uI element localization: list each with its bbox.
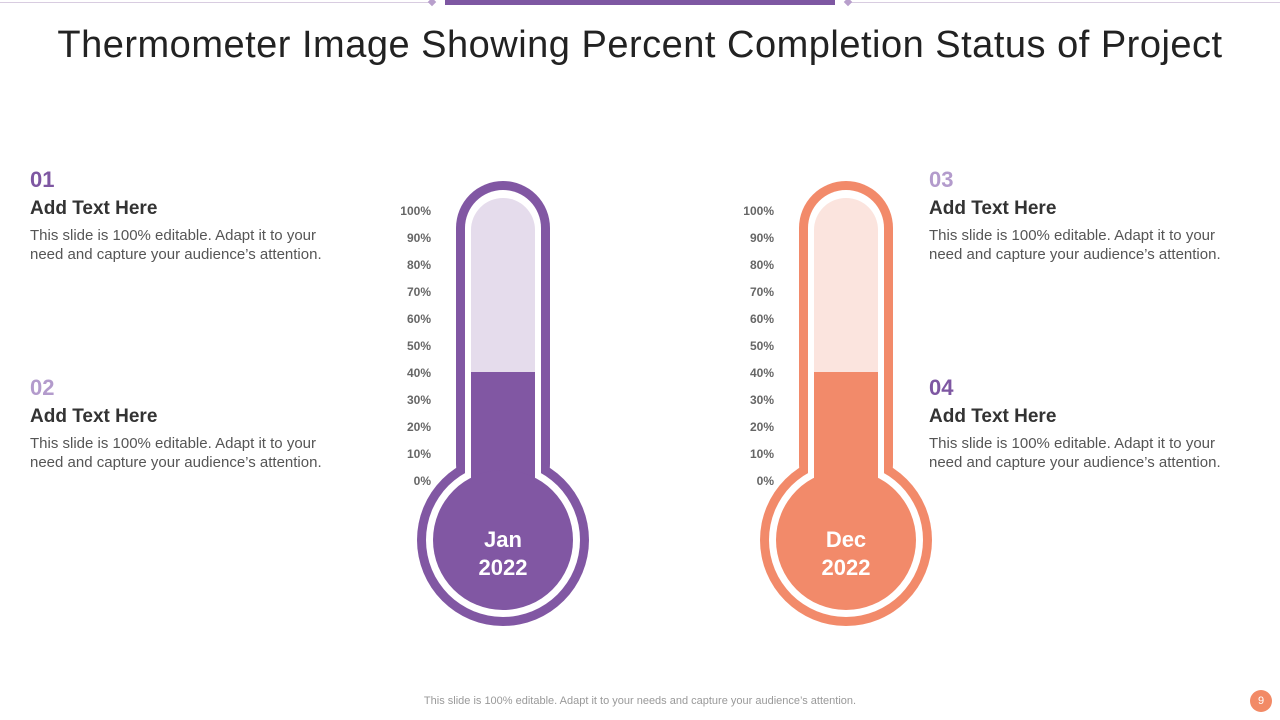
- scale-label: 100%: [743, 204, 774, 218]
- item-02: 02 Add Text Here This slide is 100% edit…: [30, 375, 350, 472]
- scale-label: 100%: [400, 204, 431, 218]
- top-rule-right: [848, 2, 1280, 3]
- item-heading: Add Text Here: [929, 198, 1057, 219]
- thermometer-jan: Jan 2022 100% 90% 80% 70% 60% 50% 40% 30% 20% 10% 0%: [400, 181, 589, 626]
- item-number: 03: [929, 167, 954, 192]
- scale-label: 90%: [750, 231, 774, 245]
- footer-note: This slide is 100% editable. Adapt it to…: [423, 695, 857, 707]
- scale-label: 80%: [750, 258, 774, 272]
- item-04: 04 Add Text Here This slide is 100% edit…: [929, 375, 1249, 472]
- item-heading: Add Text Here: [30, 198, 158, 219]
- scale-label: 70%: [750, 285, 774, 299]
- scale-label: 80%: [407, 258, 431, 272]
- scale-label: 0%: [757, 474, 775, 488]
- scale-label: 30%: [407, 393, 431, 407]
- scale-label: 40%: [750, 366, 774, 380]
- item-text: This slide is 100% editable. Adapt it to…: [30, 227, 322, 263]
- scale-label: 50%: [750, 339, 774, 353]
- bulb-fill: [433, 470, 573, 610]
- scale-label: 10%: [407, 447, 431, 461]
- item-03: 03 Add Text Here This slide is 100% edit…: [929, 167, 1249, 264]
- item-text: This slide is 100% editable. Adapt it to…: [30, 435, 322, 471]
- bulb-fill: [776, 470, 916, 610]
- bulb-year: 2022: [822, 555, 871, 580]
- scale-label: 70%: [407, 285, 431, 299]
- scale-label: 10%: [750, 447, 774, 461]
- item-heading: Add Text Here: [30, 406, 158, 427]
- scale-label: 90%: [407, 231, 431, 245]
- scale-label: 0%: [414, 474, 432, 488]
- top-accent-bar: [445, 0, 835, 5]
- item-text: This slide is 100% editable. Adapt it to…: [929, 227, 1221, 263]
- bulb-year: 2022: [479, 555, 528, 580]
- scale-label: 30%: [750, 393, 774, 407]
- page-number: 9: [1250, 690, 1272, 712]
- scale-label: 20%: [407, 420, 431, 434]
- scale-label: 50%: [407, 339, 431, 353]
- item-heading: Add Text Here: [929, 406, 1057, 427]
- item-text: This slide is 100% editable. Adapt it to…: [929, 435, 1221, 471]
- top-rule-left: [0, 2, 432, 3]
- scale-label: 60%: [750, 312, 774, 326]
- scale-label: 40%: [407, 366, 431, 380]
- item-number: 04: [929, 375, 954, 400]
- bulb-month: Dec: [826, 527, 866, 552]
- item-number: 02: [30, 375, 55, 400]
- slide-title: Thermometer Image Showing Percent Comple…: [57, 24, 1223, 66]
- item-01: 01 Add Text Here This slide is 100% edit…: [30, 167, 350, 264]
- scale-label: 60%: [407, 312, 431, 326]
- bulb-month: Jan: [484, 527, 522, 552]
- item-number: 01: [30, 167, 55, 192]
- scale-label: 20%: [750, 420, 774, 434]
- thermometer-dec: Dec 2022 100% 90% 80% 70% 60% 50% 40% 30% 20% 10% 0%: [743, 181, 932, 626]
